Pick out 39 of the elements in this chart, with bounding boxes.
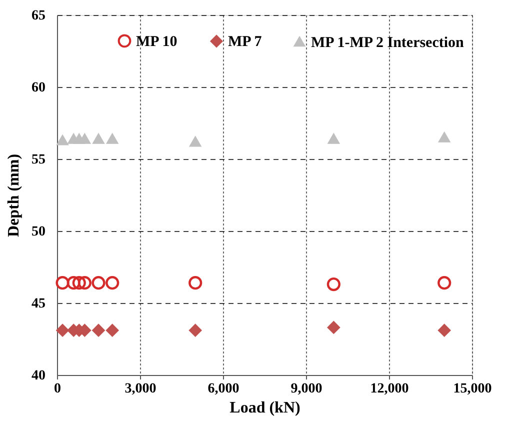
x-tick-label: 12,000 — [370, 382, 409, 396]
y-tick-label: 65 — [32, 8, 46, 24]
point — [79, 134, 90, 144]
y-tick-label: 40 — [32, 368, 46, 384]
point — [328, 134, 340, 144]
x-tick-label: 15,000 — [453, 382, 492, 396]
point — [327, 321, 340, 334]
y-tick-label: 50 — [32, 224, 46, 240]
x-tick-label: 9,000 — [290, 382, 322, 396]
legend-label: MP 7 — [228, 34, 262, 50]
x-tick-label: 6,000 — [208, 382, 240, 396]
point — [92, 134, 104, 144]
point — [438, 276, 452, 290]
point — [92, 276, 106, 290]
point — [106, 324, 119, 337]
point — [190, 136, 201, 147]
point — [188, 276, 202, 290]
legend-label: MP 10 — [136, 34, 178, 50]
x-tick-label: 3,000 — [124, 382, 156, 396]
point — [438, 132, 450, 142]
point — [78, 276, 92, 290]
y-axis-title: Depth (mm) — [6, 154, 22, 238]
y-tick-label: 60 — [32, 80, 46, 96]
point — [106, 276, 120, 290]
point — [56, 324, 69, 337]
x-tick-label: 0 — [54, 382, 61, 396]
point — [66, 276, 80, 290]
x-axis-title: Load (kN) — [230, 400, 300, 416]
point — [92, 324, 105, 337]
point — [56, 135, 68, 146]
y-tick-label: 55 — [32, 152, 46, 168]
point — [106, 134, 118, 144]
point — [326, 277, 340, 292]
point — [56, 276, 70, 290]
point — [438, 324, 451, 337]
point — [72, 276, 86, 290]
y-tick-label: 45 — [32, 296, 46, 312]
legend-label: MP 1-MP 2 Intersection — [311, 34, 465, 51]
point — [189, 324, 202, 337]
